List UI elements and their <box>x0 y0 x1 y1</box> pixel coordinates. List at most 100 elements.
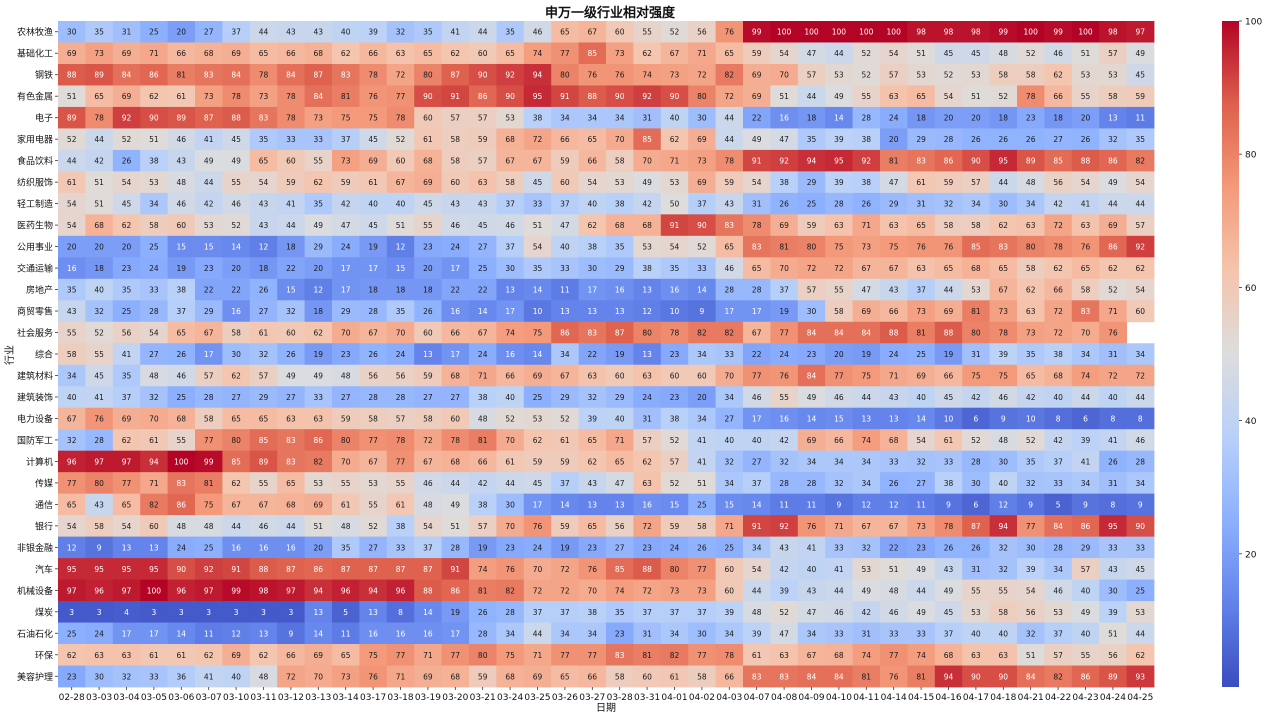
cell-value-label: 91 <box>752 522 762 531</box>
heatmap-cell <box>85 472 114 495</box>
cell-value-label: 11 <box>1136 114 1146 123</box>
cell-value-label: 80 <box>971 329 981 338</box>
cell-value-label: 67 <box>478 329 488 338</box>
heatmap-cell <box>1017 665 1045 688</box>
cell-value-label: 35 <box>67 286 77 295</box>
cell-value-label: 59 <box>560 522 570 531</box>
cell-value-label: 34 <box>697 414 707 423</box>
heatmap-cell <box>1126 21 1155 43</box>
cell-value-label: 51 <box>697 479 707 488</box>
heatmap-cell <box>523 257 552 280</box>
heatmap-cell <box>743 171 771 194</box>
cell-value-label: 65 <box>259 414 269 423</box>
cell-value-label: 68 <box>642 221 652 230</box>
cell-value-label: 58 <box>697 522 707 531</box>
heatmap-cell <box>1071 63 1100 86</box>
heatmap-cell <box>934 472 963 495</box>
heatmap-cell <box>688 321 716 344</box>
heatmap-cell <box>797 128 826 151</box>
heatmap-cell <box>441 515 470 538</box>
cell-value-label: 57 <box>889 71 899 80</box>
cell-value-label: 17 <box>725 307 735 316</box>
heatmap-cell <box>633 128 662 151</box>
heatmap-cell <box>578 257 607 280</box>
cell-value-label: 22 <box>752 114 762 123</box>
heatmap-cell <box>606 214 634 237</box>
cell-value-label: 39 <box>779 586 789 595</box>
heatmap-cell <box>852 472 881 495</box>
cell-value-label: 52 <box>1026 436 1036 445</box>
heatmap-cell <box>825 472 853 495</box>
heatmap-cell <box>441 407 470 430</box>
heatmap-cell <box>852 300 881 323</box>
cell-value-label: 35 <box>505 28 515 37</box>
cell-value-label: 27 <box>286 393 296 402</box>
y-tick-label: 银行 <box>35 520 53 532</box>
heatmap-cell <box>633 321 662 344</box>
cell-value-label: 63 <box>889 92 899 101</box>
heatmap-cell <box>195 343 223 366</box>
heatmap-cell <box>332 450 360 473</box>
cell-value-label: 13 <box>505 286 515 295</box>
heatmap-cell <box>496 278 525 301</box>
cell-value-label: 62 <box>999 221 1009 230</box>
heatmap-cell <box>715 407 744 430</box>
cell-value-label: 42 <box>862 608 872 617</box>
cell-value-label: 32 <box>588 393 598 402</box>
cell-value-label: 37 <box>779 286 789 295</box>
cell-value-label: 65 <box>259 49 269 58</box>
heatmap-cell <box>688 622 716 645</box>
heatmap-cell <box>633 106 662 129</box>
heatmap-cell <box>167 364 196 387</box>
heatmap-cell <box>1044 429 1073 452</box>
heatmap-cell <box>907 214 936 237</box>
heatmap-cell <box>359 63 388 86</box>
cell-value-label: 71 <box>149 49 159 58</box>
cell-value-label: 32 <box>396 28 406 37</box>
cell-value-label: 33 <box>725 350 735 359</box>
cell-value-label: 24 <box>642 393 652 402</box>
heatmap-cell <box>277 622 305 645</box>
cell-value-label: 26 <box>423 307 433 316</box>
cell-value-label: 66 <box>478 457 488 466</box>
heatmap-cell <box>112 450 141 473</box>
heatmap-cell <box>85 407 114 430</box>
heatmap-cell <box>85 300 114 323</box>
heatmap-cell <box>469 42 497 65</box>
heatmap-cell <box>1099 644 1127 666</box>
heatmap-cell <box>1044 515 1073 538</box>
cell-value-label: 32 <box>862 543 872 552</box>
cell-value-label: 38 <box>642 264 652 273</box>
cell-value-label: 39 <box>834 135 844 144</box>
heatmap-cell <box>222 407 251 430</box>
heatmap-cell <box>469 558 497 580</box>
cell-value-label: 40 <box>396 200 406 209</box>
cell-value-label: 45 <box>1136 565 1146 574</box>
heatmap-cell <box>880 515 908 538</box>
heatmap-cell <box>332 515 360 538</box>
cell-value-label: 47 <box>807 608 817 617</box>
heatmap-cell <box>195 472 223 495</box>
cell-value-label: 67 <box>999 286 1009 295</box>
cell-value-label: 97 <box>122 457 132 466</box>
heatmap-cell <box>496 63 525 86</box>
cell-value-label: 80 <box>1026 243 1036 252</box>
heatmap-cell <box>1126 128 1155 151</box>
cell-value-label: 28 <box>944 135 954 144</box>
cell-value-label: 81 <box>204 479 214 488</box>
cell-value-label: 38 <box>478 500 488 509</box>
heatmap-cell <box>112 128 141 151</box>
cell-value-label: 35 <box>122 286 132 295</box>
heatmap-cell <box>797 450 826 473</box>
heatmap-cell <box>880 63 908 86</box>
heatmap-cell <box>1044 450 1073 473</box>
cell-value-label: 65 <box>588 135 598 144</box>
heatmap-cell <box>112 235 141 258</box>
cell-value-label: 66 <box>177 49 187 58</box>
cell-value-label: 30 <box>67 28 77 37</box>
heatmap-cell <box>962 493 990 516</box>
heatmap-cell <box>414 21 442 43</box>
x-tick-label: 04-01 <box>661 693 687 703</box>
heatmap-cell <box>1099 63 1127 86</box>
